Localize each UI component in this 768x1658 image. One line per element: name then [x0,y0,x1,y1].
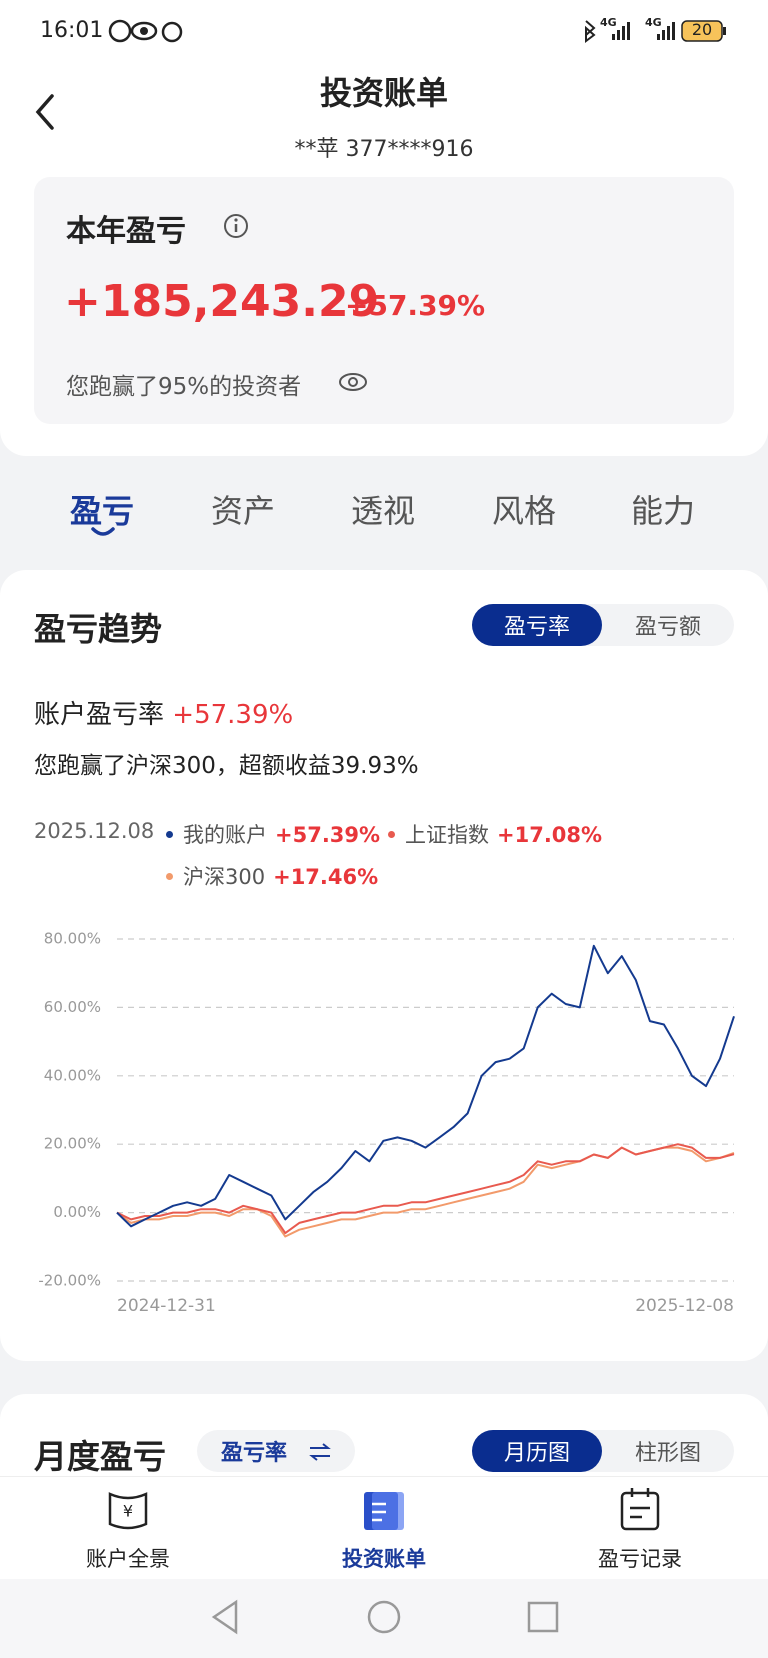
tab-indicator [91,527,115,536]
summary-label: 本年盈亏 [66,214,186,249]
toggle-option[interactable]: 柱形图 [634,1441,701,1466]
legend-name: 沪深300 [183,865,266,889]
series-line [116,1146,735,1238]
swap-icon [309,1443,331,1461]
rate-label: 账户盈亏率 +57.39% [34,694,293,731]
y-tick-label: 20.00% [44,1135,101,1153]
beat-text: 您跑赢了沪深300，超额收益39.93% [34,753,419,779]
nav-label[interactable]: 投资账单 [342,1547,426,1571]
page-title: 投资账单 [319,74,448,112]
section-title: 盈亏趋势 [34,610,163,648]
x-tick-label: 2024-12-31 [117,1296,216,1316]
rate-label-text: 账户盈亏率 [34,700,165,730]
nav-icon[interactable] [616,1486,664,1532]
rate-value: +57.39% [172,700,294,730]
nav-label[interactable]: 账户全景 [86,1547,170,1571]
section-title: 月度盈亏 [34,1437,166,1476]
legend-name: 我的账户 [183,823,267,847]
nav-icon[interactable] [360,1488,408,1532]
legend-item: 上证指数 +17.08% [382,819,602,849]
tab[interactable]: 透视 [350,492,416,530]
tab[interactable]: 盈亏 [69,492,135,530]
series-line [116,1143,735,1235]
metric-switch[interactable]: 盈亏率 [197,1430,355,1472]
metric-name: 盈亏率 [221,1441,288,1466]
back-button[interactable] [30,92,60,132]
svg-text:¥: ¥ [123,1502,133,1521]
legend-item: 沪深300 +17.46% [160,861,378,891]
y-tick-label: 60.00% [44,998,101,1016]
legend-value: +17.08% [497,823,603,847]
legend-dot [166,872,173,880]
summary-card [34,177,734,424]
network: 4G [645,16,662,29]
y-tick-label: -20.00% [38,1272,101,1290]
system-buttons [211,1599,559,1635]
status-icons [108,19,183,43]
summary-beat: 您跑赢了95%的投资者 [66,374,302,400]
toggle-option[interactable]: 盈亏额 [634,615,701,640]
nav-label[interactable]: 盈亏记录 [598,1547,682,1571]
info-icon[interactable] [222,212,250,240]
legend-item: 我的账户 +57.39% [160,819,380,849]
metric-toggle: 盈亏率 盈亏额 [472,604,734,646]
y-tick-label: 80.00% [44,930,101,948]
legend-value: +17.46% [273,865,379,889]
series-line [116,944,735,1228]
network: 4G [600,16,617,29]
legend-dot [388,830,395,838]
nav-icon[interactable]: ¥ [104,1488,152,1532]
summary-rate: +57.39% [345,289,486,322]
tab[interactable]: 风格 [491,492,557,530]
summary-amount: +185,243.29 [64,276,380,327]
legend-date: 2025.12.08 [34,819,155,843]
trend-card [0,570,768,1361]
trend-chart: -20.00% 0.00% 20.00% 40.00% 60.00% 80.00% 2024… [38,930,735,1316]
system-nav [0,1579,768,1658]
status-time: 16:01 [40,18,104,43]
battery-level: 20 [691,20,713,39]
toggle-option[interactable]: 月历图 [472,1430,602,1472]
tab[interactable]: 能力 [630,492,696,530]
eye-icon[interactable] [337,369,369,395]
signal-icons [585,20,726,43]
x-tick-label: 2025-12-08 [635,1296,734,1316]
account-id: **苹 377****916 [294,137,474,162]
y-tick-label: 0.00% [53,1203,101,1221]
legend-value: +57.39% [275,823,381,847]
tab[interactable]: 资产 [210,492,276,530]
y-tick-label: 40.00% [44,1066,101,1084]
view-toggle: 月历图 柱形图 [472,1430,734,1472]
legend-name: 上证指数 [405,823,489,847]
legend-dot [166,830,173,838]
toggle-option[interactable]: 盈亏率 [472,604,602,646]
